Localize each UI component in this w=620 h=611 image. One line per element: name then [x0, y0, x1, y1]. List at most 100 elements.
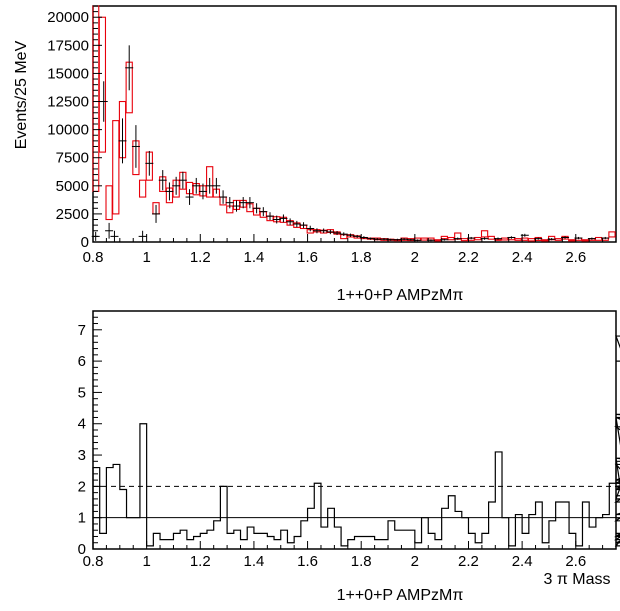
- data-point: [306, 225, 315, 232]
- data-point: [272, 215, 281, 224]
- bottom-y-tick-label: 5: [78, 384, 86, 401]
- top-x-tick-label: 2.2: [458, 249, 479, 266]
- data-point: [319, 228, 328, 234]
- top-x-axis-title: 1++0+P AMPzMπ: [337, 287, 464, 304]
- data-point: [178, 171, 187, 189]
- data-point: [165, 182, 174, 201]
- top-plot-frame: [92, 5, 617, 243]
- fit-box: [105, 185, 113, 221]
- fit-box: [480, 230, 489, 238]
- bottom-annotation: 3 π Mass: [543, 571, 610, 588]
- fit-box: [420, 237, 428, 241]
- data-point: [232, 200, 241, 212]
- fit-box: [608, 231, 616, 238]
- top-x-tick-label: 2: [411, 249, 419, 266]
- data-point: [245, 197, 254, 209]
- data-point: [346, 233, 355, 237]
- fit-box: [460, 238, 469, 242]
- data-point: [299, 222, 308, 229]
- top-x-tick-label: 1.8: [351, 249, 372, 266]
- bottom-x-tick-label: 2.6: [565, 553, 586, 570]
- top-y-tick-label: 20000: [47, 9, 89, 26]
- data-point: [192, 177, 201, 194]
- top-x-tick-label: 1.2: [190, 249, 211, 266]
- bottom-x-tick-label: 1: [142, 553, 150, 570]
- bottom-y-axis: 0 1 2 3 4 5 6 7: [78, 316, 102, 558]
- bottom-x-tick-label: 1.4: [243, 553, 264, 570]
- bottom-x-tick-label: 1.2: [190, 553, 211, 570]
- top-y-tick-label: 10000: [47, 122, 89, 139]
- data-point: [333, 230, 342, 236]
- fit-box: [138, 179, 147, 198]
- bottom-y-tick-label: 2: [78, 478, 86, 495]
- fit-box: [554, 238, 562, 241]
- top-y-tick-label: 0: [81, 234, 89, 251]
- bottom-x-tick-label: 2: [411, 553, 419, 570]
- top-x-tick-label: 1: [142, 249, 150, 266]
- bottom-y-tick-label: 1: [78, 510, 86, 527]
- data-point: [279, 214, 288, 223]
- data-point: [239, 197, 248, 209]
- bottom-y-tick-label: 0: [78, 541, 86, 558]
- data-point: [366, 237, 375, 240]
- fit-box: [501, 237, 509, 241]
- bottom-y-tick-label: 3: [78, 447, 86, 464]
- fit-box: [521, 237, 529, 241]
- fit-box: [440, 235, 448, 240]
- bottom-x-tick-label: 0.8: [83, 553, 104, 570]
- data-point: [158, 170, 167, 191]
- top-x-tick-label: 2.4: [512, 249, 533, 266]
- top-y-tick-label: 5000: [56, 178, 89, 195]
- top-x-tick-label: 0.8: [83, 249, 104, 266]
- data-point: [145, 150, 154, 176]
- data-point: [252, 203, 261, 214]
- fit-box: [112, 120, 120, 215]
- bottom-step-line: [92, 335, 620, 549]
- top-y-tick-label: 7500: [56, 150, 89, 167]
- data-point: [259, 207, 268, 217]
- data-point: [205, 177, 214, 194]
- data-point: [353, 234, 362, 238]
- data-point: [172, 176, 181, 195]
- bottom-x-tick-label: 2.4: [512, 553, 533, 570]
- top-y-tick-label: 15000: [47, 65, 89, 82]
- data-point: [286, 218, 295, 226]
- bottom-ratio-panel: 0.8 1 1.2 1.4 1.6 1.8 2 2.2 2.4 2.6 0 1 2 3 4 5 6 7 3 π …: [78, 310, 620, 604]
- top-data-points: [91, 45, 610, 242]
- fit-box: [541, 239, 549, 242]
- fit-box: [474, 236, 482, 241]
- data-point: [561, 236, 570, 239]
- bottom-x-tick-label: 1.8: [351, 553, 372, 570]
- data-point: [125, 45, 134, 91]
- top-y-axis: 0 2500 5000 7500 10000 12500 15000 17500 20000: [47, 5, 102, 251]
- fit-box: [98, 16, 107, 153]
- data-point: [507, 236, 516, 239]
- data-point: [380, 238, 389, 241]
- data-point: [225, 197, 234, 209]
- fit-box: [527, 238, 536, 242]
- bottom-y-tick-label: 4: [78, 416, 86, 433]
- data-point: [131, 125, 140, 168]
- data-point: [406, 238, 415, 241]
- fit-box: [434, 239, 442, 242]
- fit-box: [594, 236, 603, 241]
- data-point: [219, 190, 228, 204]
- top-fit-boxes: [92, 5, 616, 242]
- data-point: [326, 229, 335, 235]
- bottom-plot-frame: [92, 310, 617, 550]
- bottom-x-axis: 0.8 1 1.2 1.4 1.6 1.8 2 2.2 2.4 2.6: [83, 541, 617, 570]
- top-y-tick-label: 12500: [47, 94, 89, 111]
- fit-box: [581, 239, 589, 242]
- data-point: [266, 212, 275, 221]
- data-point: [118, 118, 127, 164]
- data-point: [393, 238, 402, 241]
- data-point: [110, 230, 119, 242]
- top-x-tick-label: 2.6: [565, 249, 586, 266]
- bottom-y-tick-label: 6: [78, 353, 86, 370]
- data-point: [339, 232, 348, 236]
- bottom-x-axis-title: 1++0+P AMPzMπ: [337, 587, 464, 604]
- bottom-y-tick-label: 7: [78, 322, 86, 339]
- top-x-axis: 0.8 1 1.2 1.4 1.6 1.8 2 2.2 2.4 2.6: [83, 234, 617, 266]
- top-y-axis-title: Events/25 MeV: [13, 40, 30, 149]
- fit-box: [487, 235, 495, 240]
